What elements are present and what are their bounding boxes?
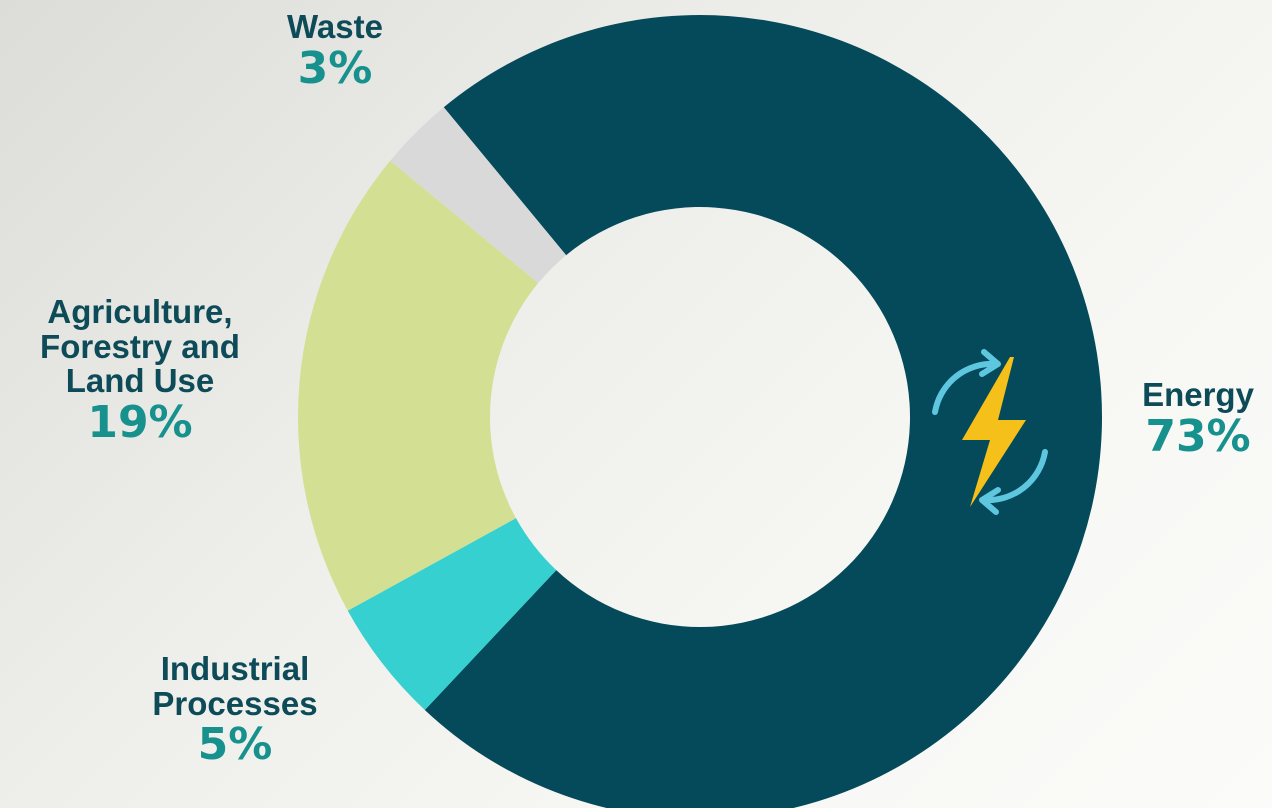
donut-slice (298, 160, 539, 611)
category-name: Industrial Processes (152, 650, 318, 722)
slice-label: Energy 73% (1098, 376, 1272, 462)
icon-arrow-head (979, 487, 1001, 515)
category-name: Waste (287, 8, 383, 45)
value-label: 3% (297, 42, 373, 94)
donut-slice (424, 15, 1102, 808)
energy-icon (932, 349, 1048, 515)
donut-slice (347, 518, 557, 711)
category-name: Agriculture, Forestry and Land Use (40, 293, 240, 400)
value-label: 5% (197, 719, 273, 771)
icon-arrow (932, 360, 998, 415)
slice-label: Industrial Processes 5% (115, 650, 355, 771)
donut-slice (390, 107, 567, 284)
slice-label: Waste 3% (235, 8, 435, 94)
category-name: Energy (1142, 376, 1254, 413)
icon-arrow-head (979, 349, 1001, 377)
icon-arrow (982, 449, 1048, 504)
icon-bolt (962, 357, 1026, 507)
slice-label: Agriculture, Forestry and Land Use 19% (10, 293, 270, 448)
value-label: 73% (1145, 410, 1251, 462)
value-label: 19% (87, 396, 193, 448)
donut (298, 15, 1102, 808)
